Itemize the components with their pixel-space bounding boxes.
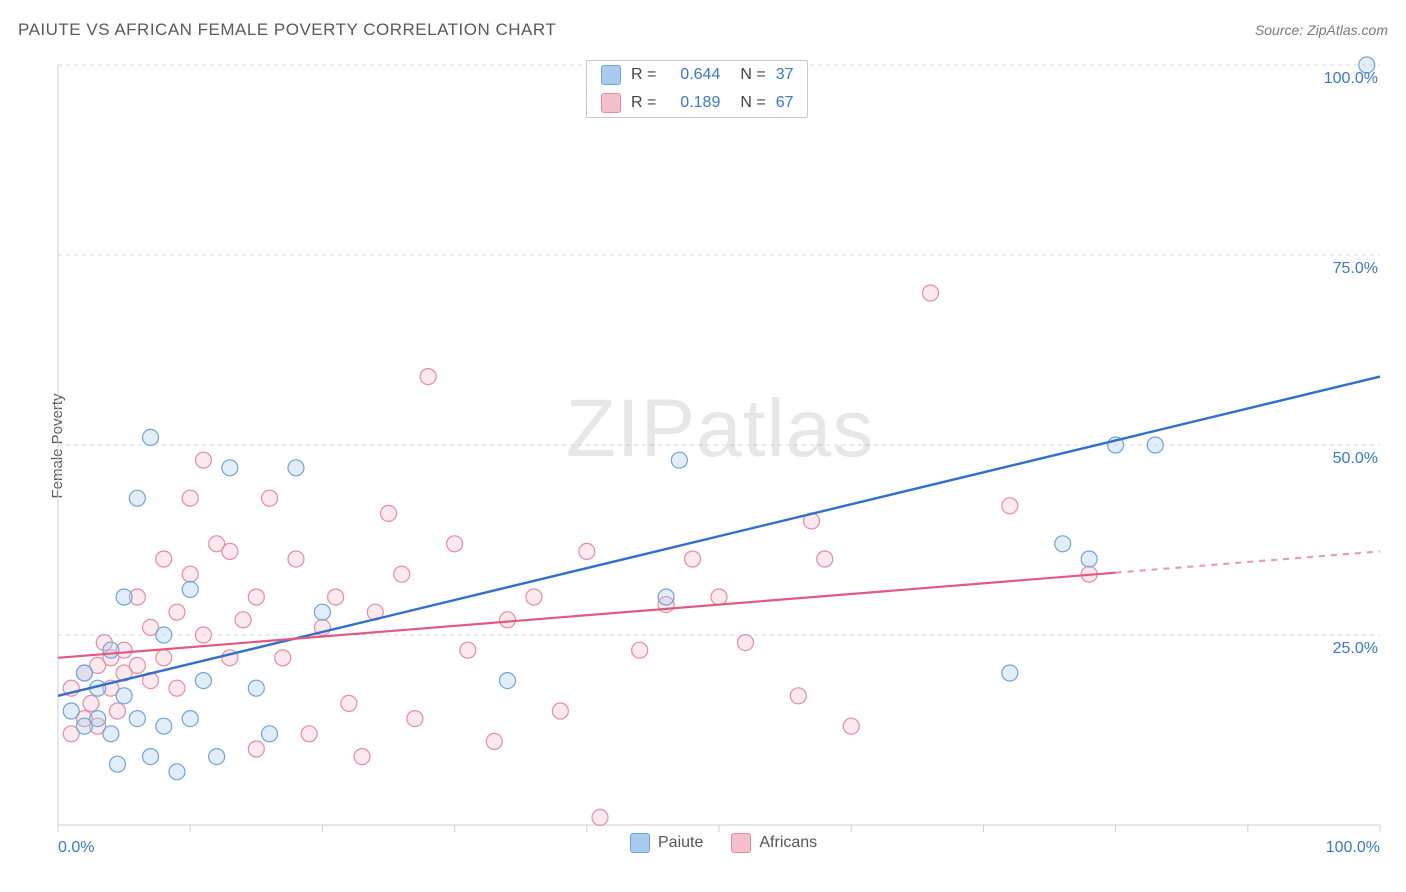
r-label: R = bbox=[631, 66, 656, 84]
correlation-legend-box: R = 0.644 N = 37 R = 0.189 N = 67 bbox=[586, 60, 808, 118]
legend-swatch-icon bbox=[630, 833, 650, 853]
y-tick-label: 75.0% bbox=[1333, 260, 1378, 278]
legend-item: Africans bbox=[731, 833, 817, 853]
x-tick-label: 0.0% bbox=[58, 839, 94, 857]
legend-series-name: Paiute bbox=[658, 834, 703, 852]
y-tick-label: 50.0% bbox=[1333, 450, 1378, 468]
n-label: N = bbox=[740, 94, 765, 112]
legend-swatch-icon bbox=[601, 93, 621, 113]
source-label: Source: bbox=[1255, 22, 1303, 38]
legend-item: Paiute bbox=[630, 833, 703, 853]
chart-title: PAIUTE VS AFRICAN FEMALE POVERTY CORRELA… bbox=[18, 20, 556, 40]
source-link[interactable]: ZipAtlas.com bbox=[1307, 22, 1388, 38]
n-label: N = bbox=[740, 66, 765, 84]
x-tick-label: 100.0% bbox=[1326, 839, 1380, 857]
n-value: 67 bbox=[776, 94, 794, 112]
legend-swatch-icon bbox=[731, 833, 751, 853]
y-tick-label: 100.0% bbox=[1324, 70, 1378, 88]
r-label: R = bbox=[631, 94, 656, 112]
source-attribution: Source: ZipAtlas.com bbox=[1255, 22, 1388, 38]
plot-area: ZIPatlas R =0.644N =37R =0.189N =67 Paiu… bbox=[50, 55, 1390, 835]
legend-row: R = 0.644 N = 37 bbox=[587, 61, 807, 89]
legend-swatch-icon bbox=[601, 65, 621, 85]
y-tick-label: 25.0% bbox=[1333, 640, 1378, 658]
r-value: 0.189 bbox=[666, 94, 720, 112]
series-legend: Paiute Africans bbox=[630, 833, 817, 853]
n-value: 37 bbox=[776, 66, 794, 84]
scatter-chart bbox=[50, 55, 1390, 835]
r-value: 0.644 bbox=[666, 66, 720, 84]
legend-row: R = 0.189 N = 67 bbox=[587, 89, 807, 117]
legend-series-name: Africans bbox=[759, 834, 817, 852]
